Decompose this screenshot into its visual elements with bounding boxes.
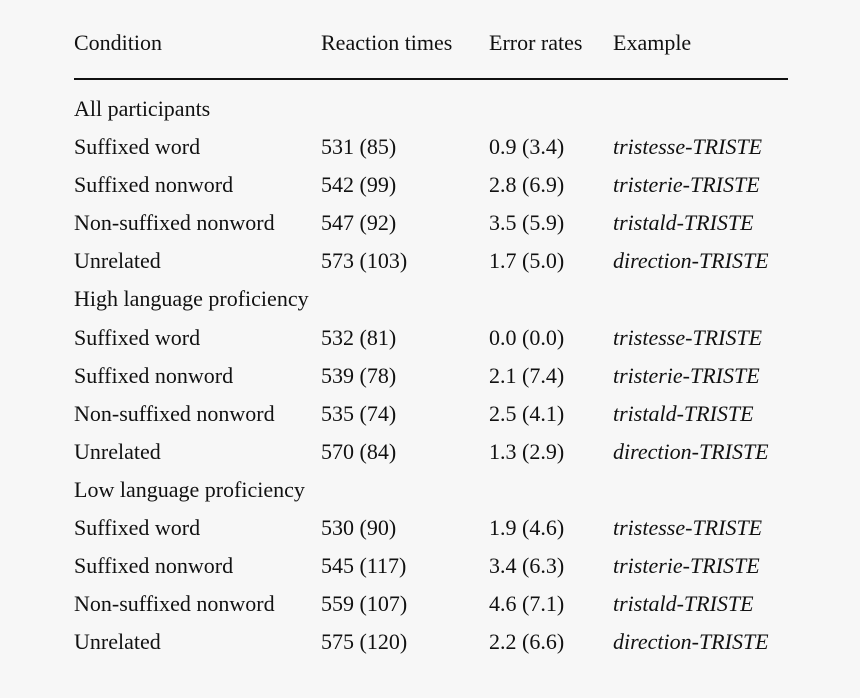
table-row: Non-suffixed nonword 559 (107) 4.6 (7.1)…	[74, 591, 788, 629]
reaction-time-cell: 539 (78)	[321, 362, 397, 388]
table-row: Unrelated 573 (103) 1.7 (5.0) direction-…	[74, 248, 788, 286]
group-title: Low language proficiency	[74, 476, 305, 502]
condition-cell: Suffixed nonword	[74, 172, 234, 198]
condition-cell: Non-suffixed nonword	[74, 591, 275, 617]
condition-cell: Non-suffixed nonword	[74, 210, 275, 236]
table-row: Unrelated 570 (84) 1.3 (2.9) direction-T…	[74, 439, 788, 477]
reaction-time-cell: 573 (103)	[321, 248, 408, 274]
reaction-time-cell: 535 (74)	[321, 400, 397, 426]
table-header: Condition Reaction times Error rates Exa…	[74, 30, 788, 70]
error-rate-cell: 1.3 (2.9)	[489, 438, 565, 464]
header-condition: Condition	[74, 30, 163, 55]
table-row: Suffixed word 532 (81) 0.0 (0.0) tristes…	[74, 325, 788, 363]
reaction-time-cell: 530 (90)	[321, 515, 397, 541]
error-rate-cell: 2.5 (4.1)	[489, 400, 565, 426]
header-divider	[74, 78, 788, 80]
error-rate-cell: 0.9 (3.4)	[489, 134, 565, 160]
error-rate-cell: 2.8 (6.9)	[489, 172, 565, 198]
example-cell: tristerie-TRISTE	[613, 362, 760, 388]
group-title-row: All participants	[74, 96, 788, 134]
example-cell: tristald-TRISTE	[613, 591, 754, 617]
reaction-time-cell: 532 (81)	[321, 324, 397, 350]
condition-cell: Suffixed word	[74, 134, 201, 160]
condition-cell: Suffixed nonword	[74, 362, 234, 388]
table-row: Unrelated 575 (120) 2.2 (6.6) direction-…	[74, 629, 788, 667]
condition-cell: Non-suffixed nonword	[74, 400, 275, 426]
header-reaction-times: Reaction times	[321, 30, 453, 55]
error-rate-cell: 0.0 (0.0)	[489, 324, 565, 350]
example-cell: tristesse-TRISTE	[613, 134, 763, 160]
header-example: Example	[613, 30, 692, 55]
error-rate-cell: 1.9 (4.6)	[489, 515, 565, 541]
group-title: All participants	[74, 96, 211, 121]
reaction-time-cell: 531 (85)	[321, 134, 397, 160]
condition-cell: Suffixed word	[74, 324, 201, 350]
reaction-time-cell: 545 (117)	[321, 553, 407, 579]
example-cell: tristerie-TRISTE	[613, 172, 760, 198]
error-rate-cell: 3.5 (5.9)	[489, 210, 565, 236]
example-cell: tristald-TRISTE	[613, 400, 754, 426]
reaction-time-cell: 570 (84)	[321, 438, 397, 464]
table-row: Suffixed word 531 (85) 0.9 (3.4) tristes…	[74, 134, 788, 172]
reaction-time-cell: 575 (120)	[321, 629, 408, 655]
reaction-time-cell: 559 (107)	[321, 591, 408, 617]
error-rate-cell: 2.1 (7.4)	[489, 362, 565, 388]
condition-cell: Suffixed nonword	[74, 553, 234, 579]
group-title: High language proficiency	[74, 286, 309, 312]
example-cell: direction-TRISTE	[613, 248, 769, 274]
condition-cell: Suffixed word	[74, 515, 201, 541]
error-rate-cell: 1.7 (5.0)	[489, 248, 565, 274]
reaction-time-cell: 542 (99)	[321, 172, 397, 198]
example-cell: direction-TRISTE	[613, 629, 769, 655]
table-body: All participants Suffixed word 531 (85) …	[74, 96, 788, 667]
group-title-row: High language proficiency	[74, 286, 788, 324]
example-cell: tristerie-TRISTE	[613, 553, 760, 579]
example-cell: tristesse-TRISTE	[613, 515, 763, 541]
table-row: Suffixed nonword 542 (99) 2.8 (6.9) tris…	[74, 172, 788, 210]
condition-cell: Unrelated	[74, 438, 161, 464]
example-cell: tristesse-TRISTE	[613, 324, 763, 350]
table-row: Non-suffixed nonword 547 (92) 3.5 (5.9) …	[74, 210, 788, 248]
reaction-time-cell: 547 (92)	[321, 210, 397, 236]
condition-cell: Unrelated	[74, 248, 161, 274]
group-title-row: Low language proficiency	[74, 477, 788, 515]
table-row: Suffixed nonword 545 (117) 3.4 (6.3) tri…	[74, 553, 788, 591]
header-error-rates: Error rates	[489, 30, 583, 55]
example-cell: tristald-TRISTE	[613, 210, 754, 236]
error-rate-cell: 2.2 (6.6)	[489, 629, 565, 655]
error-rate-cell: 3.4 (6.3)	[489, 553, 565, 579]
condition-cell: Unrelated	[74, 629, 161, 655]
table-row: Suffixed word 530 (90) 1.9 (4.6) tristes…	[74, 515, 788, 553]
table-row: Suffixed nonword 539 (78) 2.1 (7.4) tris…	[74, 363, 788, 401]
error-rate-cell: 4.6 (7.1)	[489, 591, 565, 617]
table-row: Non-suffixed nonword 535 (74) 2.5 (4.1) …	[74, 401, 788, 439]
results-table: Condition Reaction times Error rates Exa…	[74, 30, 788, 654]
example-cell: direction-TRISTE	[613, 438, 769, 464]
